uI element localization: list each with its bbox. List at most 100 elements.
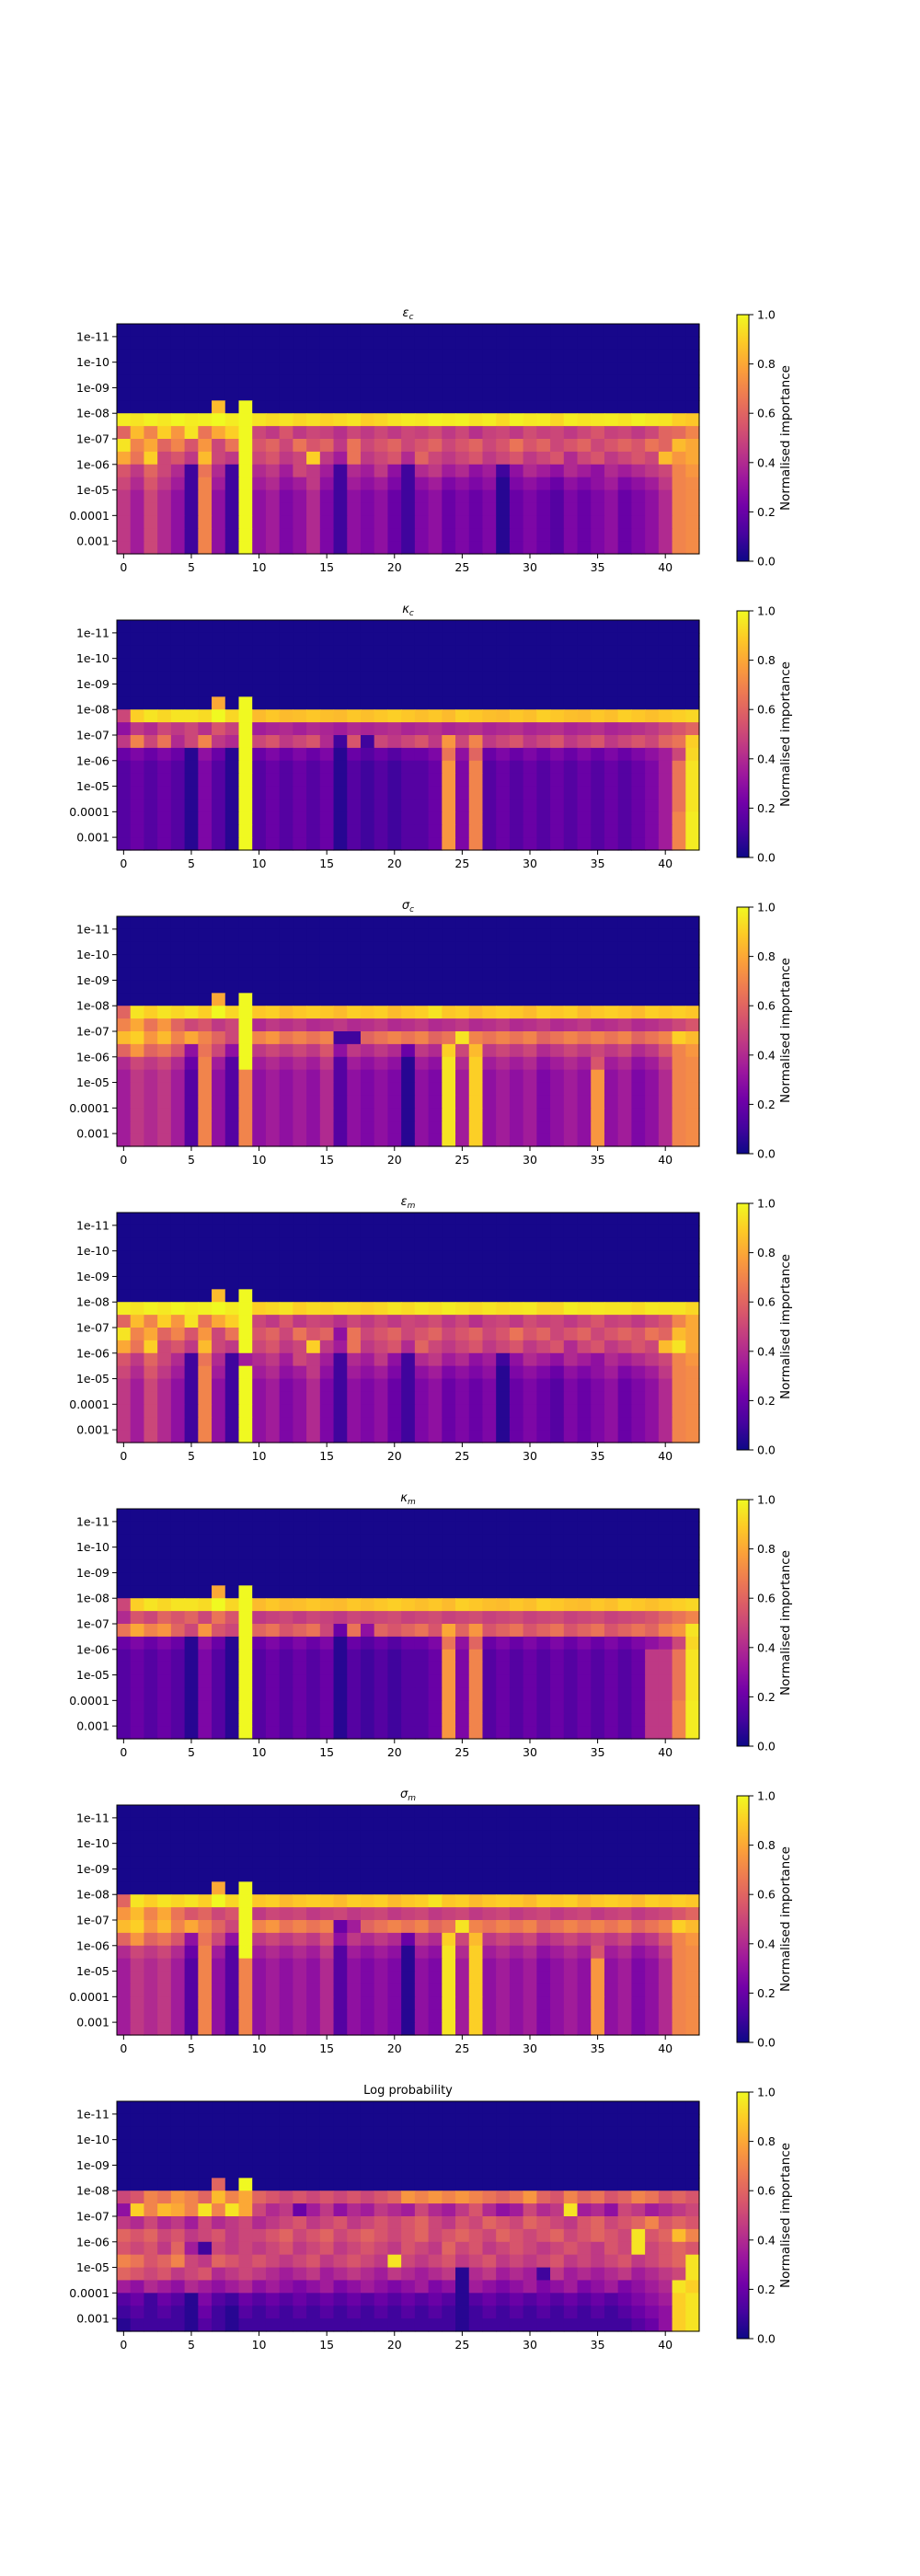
heatmap-cell (360, 671, 375, 685)
heatmap-cell (387, 413, 402, 427)
heatmap-cell (496, 400, 511, 414)
x-tick-label: 25 (454, 1153, 469, 1167)
heatmap-cell (170, 1302, 186, 1316)
colorbar (736, 1202, 750, 1451)
heatmap-cell (265, 1713, 281, 1727)
heatmap-cell (117, 837, 132, 851)
heatmap-cell (455, 1018, 470, 1032)
heatmap-cell (550, 1417, 565, 1431)
heatmap-cell (631, 1869, 646, 1882)
heatmap-cell (455, 515, 470, 529)
heatmap-cell (577, 1805, 592, 1819)
heatmap-cell (401, 1674, 416, 1689)
heatmap-cell (198, 1378, 213, 1393)
heatmap-cell (333, 1417, 348, 1431)
heatmap-cell (496, 2009, 511, 2023)
heatmap-cell (604, 324, 619, 338)
heatmap-cell (414, 747, 430, 762)
heatmap-cell (224, 541, 240, 555)
colorbar-tick-label: 0.2 (757, 1394, 776, 1408)
heatmap-cell (374, 709, 389, 723)
heatmap-cell (360, 1559, 375, 1574)
x-tick-label: 10 (252, 1449, 267, 1463)
heatmap-cell (645, 1417, 660, 1431)
heatmap-cell (293, 1018, 307, 1032)
heatmap-cell (685, 324, 700, 338)
heatmap-cell (212, 1559, 226, 1574)
heatmap-cell (238, 413, 253, 427)
heatmap-cell (577, 671, 592, 685)
heatmap-cell (468, 735, 484, 749)
heatmap-cell (279, 336, 293, 351)
heatmap-cell (387, 1624, 402, 1638)
heatmap-cell (617, 1559, 632, 1574)
heatmap-cell (496, 413, 511, 427)
y-tick-label: 1e-10 (76, 1540, 109, 1554)
heatmap-cell (347, 1521, 362, 1535)
heatmap-cell (509, 1378, 524, 1393)
heatmap-cell (536, 1225, 551, 1239)
heatmap-cell (414, 2101, 430, 2115)
heatmap-cell (672, 1082, 686, 1097)
heatmap-cell (617, 1069, 632, 1084)
heatmap-cell (238, 1056, 253, 1071)
heatmap-cell (212, 1509, 226, 1523)
heatmap-cell (482, 1430, 497, 1443)
heatmap-cell (333, 374, 348, 389)
x-tick-label: 30 (523, 1153, 537, 1167)
heatmap-cell (157, 1830, 172, 1845)
heatmap-cell (170, 1958, 186, 1972)
heatmap-cell (658, 1534, 673, 1548)
heatmap-cell (347, 1225, 362, 1239)
heatmap-cell (117, 2022, 132, 2036)
heatmap-cell (482, 1958, 497, 1972)
heatmap-cell (333, 824, 348, 838)
heatmap-cell (685, 1302, 700, 1316)
heatmap-cell (170, 1213, 186, 1226)
heatmap-cell (184, 684, 199, 697)
heatmap-cell (333, 786, 348, 800)
heatmap-cell (658, 1225, 673, 1239)
heatmap-cell (631, 1121, 646, 1134)
heatmap-cell (347, 811, 362, 825)
heatmap-cell (523, 451, 537, 466)
heatmap-cell (685, 439, 700, 453)
heatmap-cells (117, 916, 700, 1147)
heatmap-cell (144, 1932, 158, 1947)
heatmap-cell (252, 1031, 267, 1045)
heatmap-cell (563, 1430, 579, 1443)
heatmap-cell (509, 374, 524, 389)
heatmap-cell (631, 941, 646, 956)
heatmap-cell (658, 541, 673, 555)
heatmap-cell (577, 980, 592, 994)
heatmap-cell (252, 1700, 267, 1714)
heatmap-cell (496, 1856, 511, 1870)
heatmap-cell (238, 1894, 253, 1908)
heatmap-cell (631, 1572, 646, 1586)
heatmap-cell (374, 1611, 389, 1625)
heatmap-cell (144, 1726, 158, 1740)
heatmap-cell (631, 1805, 646, 1819)
heatmap-cell (293, 760, 307, 775)
heatmap-cell (333, 387, 348, 401)
heatmap-cell (319, 387, 335, 401)
heatmap-cell (306, 1869, 321, 1882)
heatmap-cell (455, 1817, 470, 1832)
heatmap-cell (536, 709, 551, 723)
heatmap-cell (591, 1585, 605, 1599)
heatmap-cell (319, 1649, 335, 1663)
heatmap-cell (306, 824, 321, 838)
heatmap-cell (455, 1302, 470, 1316)
heatmap-cell (212, 2009, 226, 2023)
heatmap-cell (536, 735, 551, 749)
heatmap-cell (672, 1225, 686, 1239)
heatmap-cell (387, 799, 402, 812)
heatmap-cell (130, 1894, 145, 1908)
heatmap-cell (306, 658, 321, 673)
heatmap-cell (645, 1674, 660, 1689)
y-tick-label: 0.001 (76, 1423, 109, 1437)
heatmap-cell (523, 1674, 537, 1689)
heatmap-cell (279, 1649, 293, 1663)
heatmap-cell (428, 1624, 443, 1638)
heatmap-cell (212, 451, 226, 466)
